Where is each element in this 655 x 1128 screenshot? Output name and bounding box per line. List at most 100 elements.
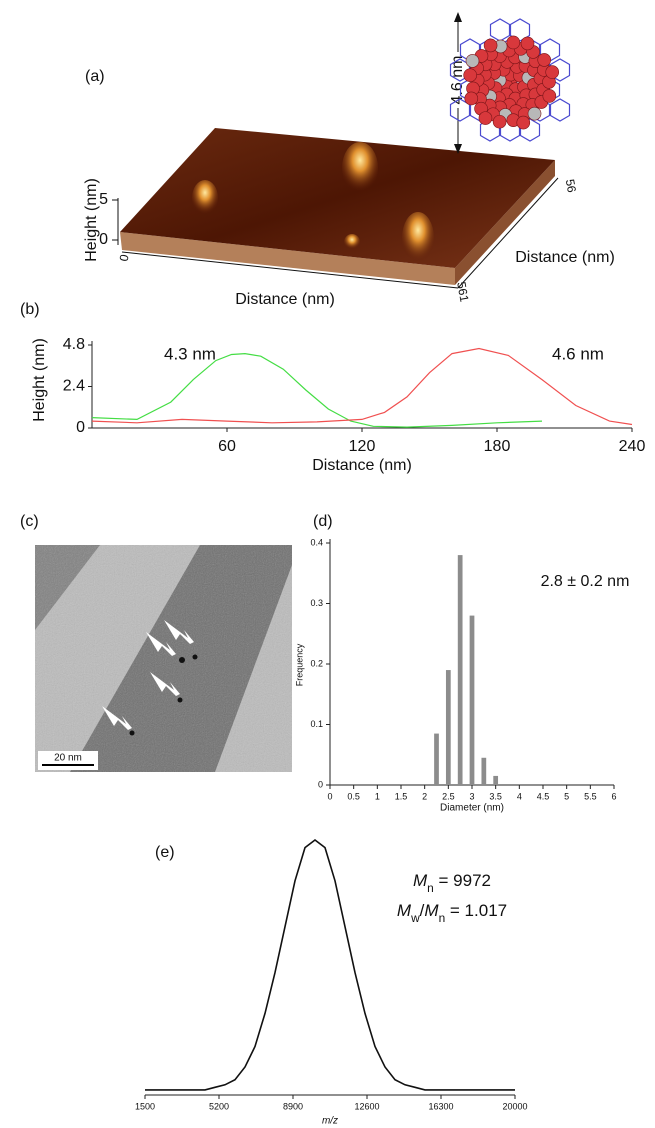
bar bbox=[481, 757, 487, 785]
bar bbox=[445, 670, 451, 785]
annotation-part: = 1.017 bbox=[445, 901, 507, 920]
y-tick-label: 0 bbox=[318, 779, 323, 789]
x-tick-label: 16300 bbox=[428, 1101, 453, 1111]
panel-label: (c) bbox=[20, 513, 39, 530]
axis-line bbox=[457, 177, 559, 289]
x-tick-label: 20000 bbox=[502, 1101, 527, 1111]
panel-label: (d) bbox=[313, 513, 333, 530]
afm-panel: (a) 5 0 Height (nm) 0 Distance (nm) 561 … bbox=[83, 12, 615, 308]
atom bbox=[463, 68, 477, 82]
y-axis-label: Distance (nm) bbox=[515, 249, 615, 266]
annotation-part: w bbox=[410, 911, 420, 925]
x-tick-label: 5.5 bbox=[584, 791, 597, 801]
x-tick-label: 1 bbox=[375, 791, 380, 801]
axis-line bbox=[121, 251, 459, 289]
annotation-part: M bbox=[413, 871, 428, 890]
atom bbox=[520, 36, 535, 51]
particle bbox=[129, 730, 135, 736]
arrows bbox=[102, 620, 194, 730]
tem-image: 20 nm bbox=[35, 545, 292, 772]
arrow bbox=[150, 672, 180, 696]
arrow bbox=[102, 706, 132, 730]
y-tick-label: 0.1 bbox=[310, 719, 323, 729]
x-tick-label: 60 bbox=[218, 438, 236, 455]
x-tick-label: 2 bbox=[422, 791, 427, 801]
y-end-label: 56 bbox=[563, 178, 579, 194]
surface-side bbox=[455, 160, 555, 285]
particle bbox=[179, 657, 185, 663]
arrow-head bbox=[454, 12, 462, 22]
x-tick-label: 4 bbox=[517, 791, 522, 801]
x-tick-label: 3.5 bbox=[489, 791, 502, 801]
panel-label: (a) bbox=[85, 68, 105, 85]
annotation: 4.3 nm bbox=[164, 344, 216, 363]
atom bbox=[492, 114, 507, 129]
particle bbox=[177, 697, 183, 703]
x-tick-label: 180 bbox=[484, 438, 511, 455]
atom bbox=[465, 54, 480, 68]
x-tick-label: 5 bbox=[564, 791, 569, 801]
z-tick-label: 5 bbox=[99, 191, 108, 208]
arrow bbox=[146, 632, 176, 656]
annotation: 4.6 nm bbox=[552, 344, 604, 363]
x-end-label: 561 bbox=[454, 281, 471, 303]
x-axis-label: Distance (nm) bbox=[235, 291, 335, 308]
z-tick-label: 0 bbox=[99, 231, 108, 248]
tem-panel: (c) 20 nm bbox=[20, 513, 292, 772]
surface-front bbox=[120, 232, 455, 285]
z-axis-label: Height (nm) bbox=[83, 178, 100, 262]
lattice bbox=[509, 18, 531, 42]
peak bbox=[192, 180, 218, 216]
series-line bbox=[91, 352, 543, 428]
x-tick-label: 1500 bbox=[135, 1101, 155, 1111]
x-tick-label: 240 bbox=[619, 438, 646, 455]
series-line bbox=[145, 838, 515, 1091]
lattice bbox=[549, 98, 571, 122]
annotation-part: = 9972 bbox=[434, 871, 491, 890]
annotation: 2.8 ± 0.2 nm bbox=[541, 573, 630, 590]
x-tick-label: 0 bbox=[327, 791, 332, 801]
x-tick-label: 2.5 bbox=[442, 791, 455, 801]
y-tick-label: 0.3 bbox=[310, 598, 323, 608]
atom bbox=[527, 106, 542, 121]
atom bbox=[516, 115, 531, 130]
nanoparticle-model bbox=[449, 18, 571, 142]
atom bbox=[478, 111, 493, 125]
y-axis-label: Height (nm) bbox=[31, 338, 48, 422]
arrow-head bbox=[454, 144, 462, 154]
x-tick-label: 3 bbox=[469, 791, 474, 801]
arrow bbox=[164, 620, 194, 644]
x-axis-label: m/z bbox=[322, 1116, 338, 1127]
x-axis-label: Distance (nm) bbox=[312, 457, 412, 474]
tem-noise bbox=[35, 545, 292, 772]
x-tick-label: 8900 bbox=[283, 1101, 303, 1111]
x-tick-label: 1.5 bbox=[395, 791, 408, 801]
lattice bbox=[489, 18, 511, 42]
annotation-part: n bbox=[439, 911, 446, 925]
series-line bbox=[91, 347, 633, 426]
x-tick-label: 0.5 bbox=[347, 791, 360, 801]
peak bbox=[402, 212, 434, 264]
origin-label: 0 bbox=[117, 253, 132, 262]
x-tick-label: 120 bbox=[349, 438, 376, 455]
x-tick-label: 12600 bbox=[354, 1101, 379, 1111]
annotation-part: M bbox=[424, 901, 439, 920]
atom bbox=[545, 65, 560, 79]
annotation-part: / bbox=[420, 901, 425, 920]
y-tick-label: 4.8 bbox=[63, 336, 85, 353]
bar bbox=[457, 555, 463, 785]
surface-top bbox=[120, 128, 555, 268]
x-tick-label: 6 bbox=[611, 791, 616, 801]
atom bbox=[537, 53, 552, 67]
atom bbox=[483, 38, 498, 53]
y-tick-label: 0.2 bbox=[310, 658, 323, 668]
lattice bbox=[549, 58, 571, 82]
y-axis-label: Frequency bbox=[294, 643, 304, 686]
atom bbox=[506, 35, 521, 50]
x-axis-label: Diameter (nm) bbox=[440, 803, 504, 814]
annotation-part: n bbox=[427, 881, 434, 895]
particle bbox=[192, 654, 198, 660]
bar bbox=[493, 775, 499, 785]
y-tick-label: 2.4 bbox=[63, 378, 85, 395]
